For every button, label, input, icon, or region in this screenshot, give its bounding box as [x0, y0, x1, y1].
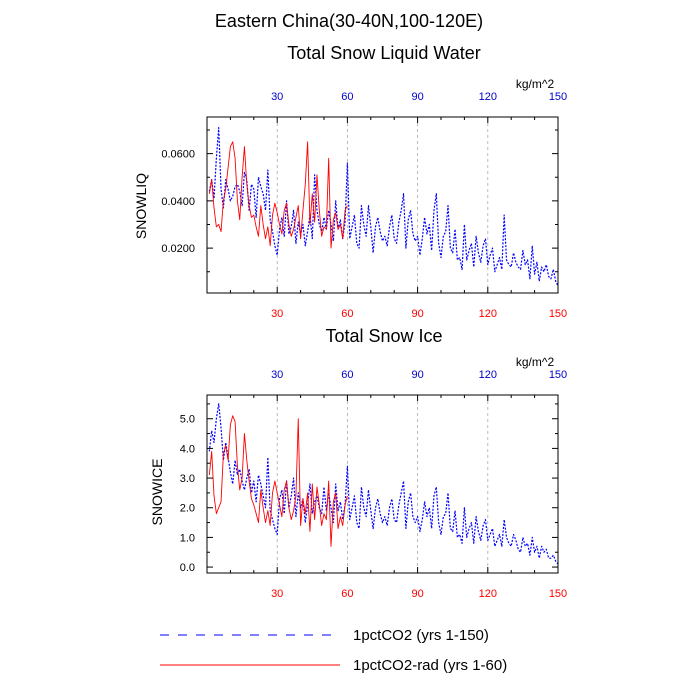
unit-label: kg/m^2: [516, 355, 555, 369]
grid-lines: [276, 395, 489, 573]
series-line-1pctco2: [208, 127, 559, 287]
x-tick-label-bottom: 120: [479, 588, 497, 600]
y-tick-label: 1.0: [180, 532, 195, 544]
y-tick-label: 0.0600: [161, 149, 195, 161]
chart-panel-snowice: Total Snow Ice kg/m^2 SNOWICE 30 30 60 60 90…: [149, 326, 567, 600]
main-title: Eastern China(30-40N,100-120E): [215, 11, 483, 31]
series-line-1pctco2-rad: [208, 415, 348, 547]
series-line-1pctco2-rad: [208, 141, 348, 249]
x-tick-label-bottom: 30: [271, 308, 283, 320]
x-tick-label-top: 60: [341, 369, 353, 381]
x-tick-label-top: 90: [411, 369, 423, 381]
x-tick-label-bottom: 90: [411, 308, 423, 320]
legend: 1pctCO2 (yrs 1-150) 1pctCO2-rad (yrs 1-6…: [160, 627, 507, 674]
x-tick-label-bottom: 60: [341, 308, 353, 320]
y-tick-label: 0.0: [180, 562, 195, 574]
series-layer: [208, 127, 559, 287]
legend-label-1pctco2-rad: 1pctCO2-rad (yrs 1-60): [353, 657, 507, 674]
x-tick-label-top: 60: [341, 91, 353, 103]
x-tick-label-bottom: 90: [411, 588, 423, 600]
grid-lines: [276, 117, 489, 293]
y-tick-label: 4.0: [180, 443, 195, 455]
series-layer: [208, 403, 559, 565]
x-tick-label-top: 150: [549, 91, 567, 103]
x-tick-label-bottom: 30: [271, 588, 283, 600]
x-tick-label-bottom: 120: [479, 308, 497, 320]
x-tick-label-top: 120: [479, 369, 497, 381]
x-tick-label-top: 120: [479, 91, 497, 103]
y-tick-label: 3.0: [180, 473, 195, 485]
x-tick-label-top: 30: [271, 369, 283, 381]
plot-frame: [206, 116, 559, 294]
panel-title: Total Snow Liquid Water: [287, 43, 480, 63]
axis-ticks: 30 30 60 60 90 90 120 120 150 150 0.0 1.0 2.0 3.0 4.0 5…: [180, 369, 567, 600]
x-tick-label-top: 30: [271, 91, 283, 103]
y-tick-label: 2.0: [180, 503, 195, 515]
chart-panel-snowliq: Total Snow Liquid Water kg/m^2 SNOWLIQ 3…: [133, 43, 567, 320]
legend-label-1pctco2: 1pctCO2 (yrs 1-150): [353, 627, 489, 644]
y-axis-label: SNOWLIQ: [133, 173, 149, 239]
x-tick-label-bottom: 150: [549, 308, 567, 320]
series-line-1pctco2: [208, 403, 559, 565]
panel-title: Total Snow Ice: [325, 326, 442, 346]
y-axis-label: SNOWICE: [149, 459, 165, 526]
x-tick-label-bottom: 60: [341, 588, 353, 600]
axis-ticks: 30 30 60 60 90 90 120 120 150 150 0.0200 0.0400 0.06…: [161, 91, 567, 320]
x-tick-label-bottom: 150: [549, 588, 567, 600]
unit-label: kg/m^2: [516, 77, 555, 91]
x-tick-label-top: 90: [411, 91, 423, 103]
y-tick-label: 0.0400: [161, 196, 195, 208]
y-tick-label: 5.0: [180, 414, 195, 426]
x-tick-label-top: 150: [549, 369, 567, 381]
y-tick-label: 0.0200: [161, 243, 195, 255]
plot-frame: [206, 394, 559, 574]
